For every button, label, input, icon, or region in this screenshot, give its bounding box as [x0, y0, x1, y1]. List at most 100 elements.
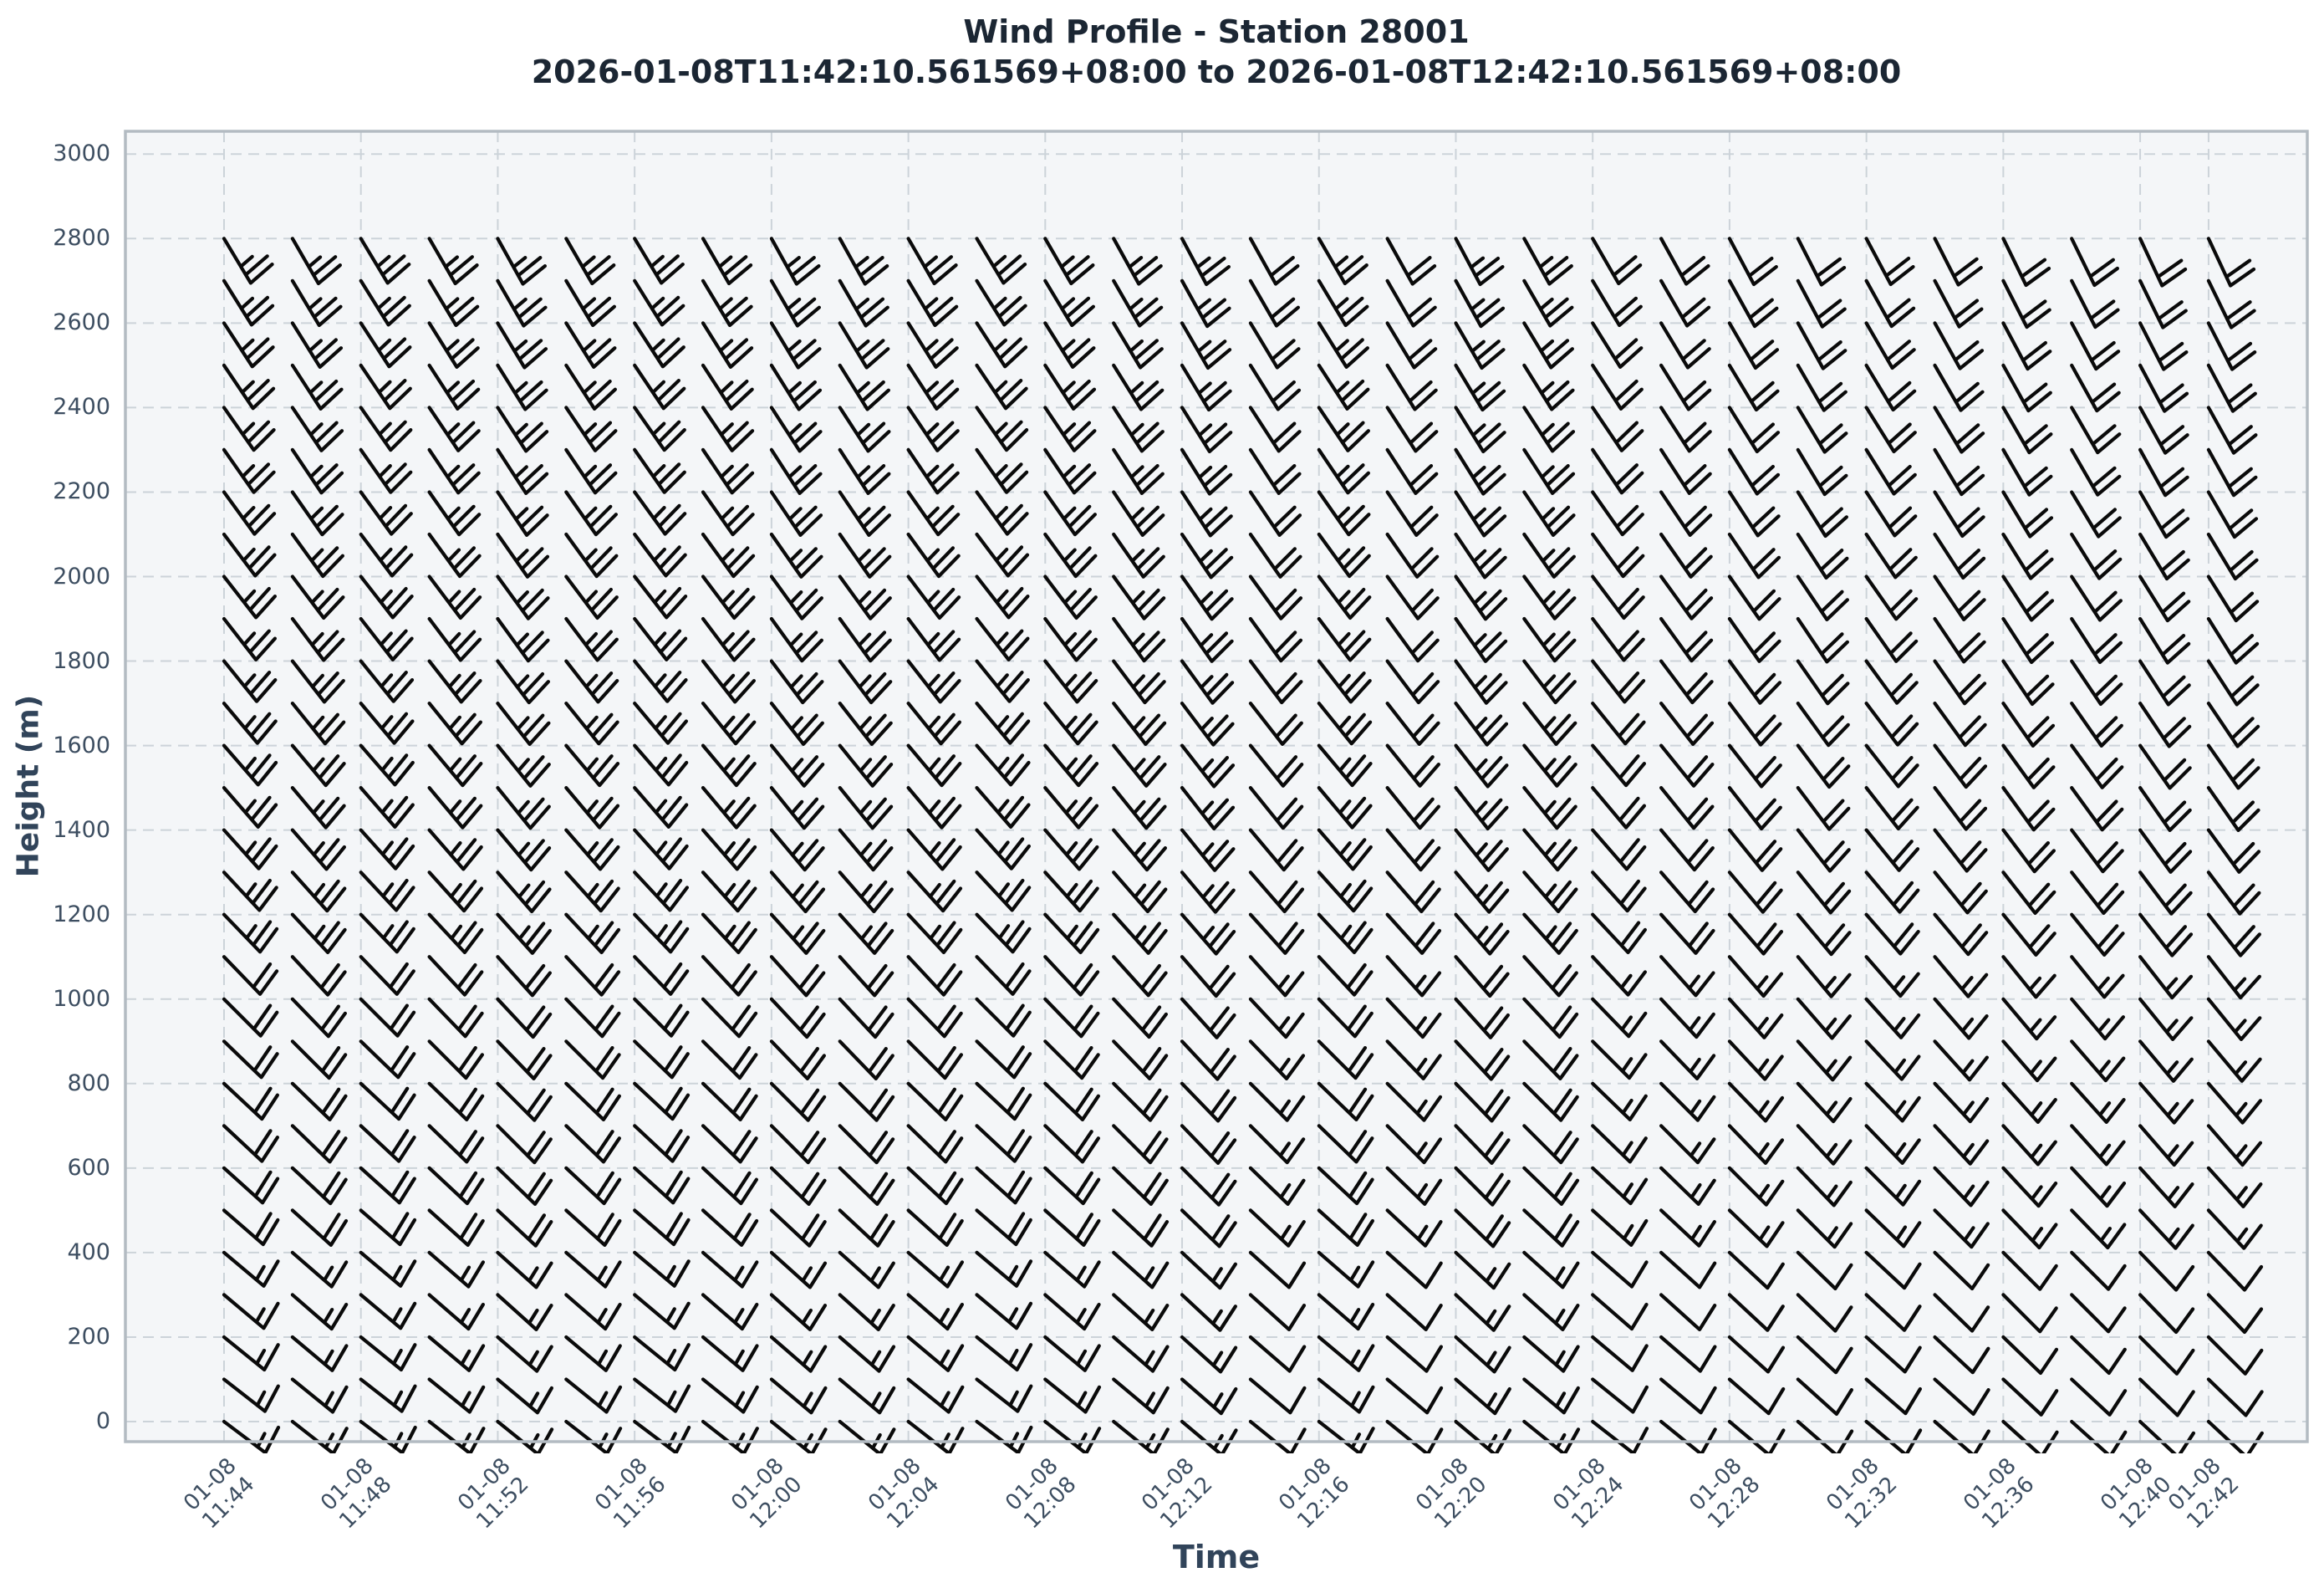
wind-barb [564, 406, 618, 452]
wind-barb [1796, 1335, 1853, 1375]
wind-barb [1659, 406, 1712, 453]
wind-barb [1864, 702, 1919, 747]
wind-barb [2138, 871, 2193, 916]
wind-barb [1043, 1208, 1101, 1247]
wind-barb [1454, 659, 1508, 705]
wind-barb [1933, 363, 1985, 412]
wind-barb [975, 406, 1029, 452]
wind-barb [2070, 1250, 2127, 1291]
wind-barb [1933, 1081, 1990, 1124]
wind-barb [2070, 406, 2122, 455]
wind-barb [769, 1293, 828, 1331]
wind-barb [564, 1039, 621, 1080]
wind-barb [838, 616, 892, 663]
wind-barb [838, 321, 890, 370]
y-axis-label: Height (m) [11, 694, 46, 878]
wind-barb [290, 532, 344, 579]
wind-barb [564, 786, 620, 830]
wind-barb [1454, 574, 1508, 621]
wind-barb [359, 997, 416, 1038]
wind-barb [1112, 1081, 1169, 1122]
wind-barb [1454, 363, 1506, 412]
wind-barb [2138, 278, 2188, 329]
wind-barb [359, 447, 413, 494]
wind-barb [564, 490, 618, 537]
wind-barb [1796, 447, 1848, 497]
wind-barb [975, 1335, 1033, 1372]
wind-barb [222, 871, 278, 912]
wind-barb [769, 321, 822, 370]
y-tick-label: 3000 [53, 140, 110, 167]
wind-barb [1864, 786, 1919, 831]
wind-barb [290, 237, 342, 286]
wind-barb [975, 278, 1027, 327]
wind-barb [1727, 406, 1781, 454]
wind-barb [290, 1081, 348, 1121]
wind-barb [1591, 702, 1646, 746]
wind-barb [1933, 532, 1986, 580]
wind-barb [1933, 1419, 1990, 1453]
wind-barb [1385, 871, 1441, 914]
wind-barb [564, 1293, 622, 1331]
wind-barb [2206, 363, 2257, 413]
wind-barb [1727, 955, 1784, 998]
wind-barb [222, 1208, 280, 1247]
wind-barb [2001, 1166, 2058, 1208]
wind-barb [2206, 871, 2261, 916]
wind-barb [222, 1335, 280, 1372]
wind-barb [1385, 702, 1440, 746]
wind-barb [633, 786, 689, 829]
wind-barb [2206, 490, 2259, 539]
wind-barb [222, 490, 277, 536]
wind-barb [222, 1039, 279, 1080]
wind-barb [2206, 532, 2259, 581]
wind-barb [975, 532, 1030, 578]
wind-barb [1180, 278, 1231, 329]
wind-barb [1385, 574, 1440, 620]
wind-barb [427, 1208, 485, 1247]
wind-barb [975, 743, 1031, 787]
wind-barb [1043, 1039, 1100, 1080]
wind-barb [1727, 702, 1782, 747]
wind-barb [359, 1166, 416, 1205]
wind-barb [1727, 786, 1782, 831]
wind-barb [1317, 1124, 1374, 1164]
chart-subtitle: 2026-01-08T11:42:10.561569+08:00 to 2026… [531, 54, 1902, 90]
wind-barb [1248, 237, 1300, 286]
wind-barb [838, 363, 890, 411]
wind-barb [838, 574, 892, 620]
wind-barb [1248, 1166, 1306, 1206]
wind-barb [2138, 490, 2190, 539]
wind-barb [1727, 1293, 1785, 1332]
wind-barb [1385, 1081, 1443, 1122]
wind-barb [975, 616, 1030, 661]
wind-barb [1454, 1250, 1511, 1290]
wind-barb [427, 955, 484, 997]
wind-barb [1522, 912, 1578, 955]
wind-barb [222, 406, 276, 452]
y-tick-label: 800 [67, 1070, 110, 1096]
wind-barb [1727, 1166, 1785, 1207]
wind-barb [290, 1335, 349, 1372]
wind-barb [1248, 997, 1305, 1039]
wind-barb [701, 1208, 759, 1247]
wind-barb [1454, 237, 1505, 287]
wind-barb [2206, 702, 2260, 748]
wind-barb [633, 702, 688, 745]
wind-barb [2138, 997, 2194, 1041]
wind-barb [1112, 1039, 1169, 1080]
wind-barb [427, 278, 480, 328]
wind-barb [701, 912, 757, 955]
wind-barb [1248, 363, 1302, 411]
wind-barb [769, 1124, 827, 1165]
wind-barb [769, 955, 826, 998]
wind-barb [906, 1293, 964, 1331]
wind-barb [359, 278, 411, 327]
wind-barb [1522, 406, 1576, 453]
wind-barb [1727, 659, 1782, 705]
wind-barb [1180, 490, 1233, 538]
wind-barb [2138, 1166, 2194, 1208]
wind-barb [1796, 659, 1850, 706]
wind-barb [496, 1039, 553, 1080]
wind-barb [564, 912, 621, 955]
